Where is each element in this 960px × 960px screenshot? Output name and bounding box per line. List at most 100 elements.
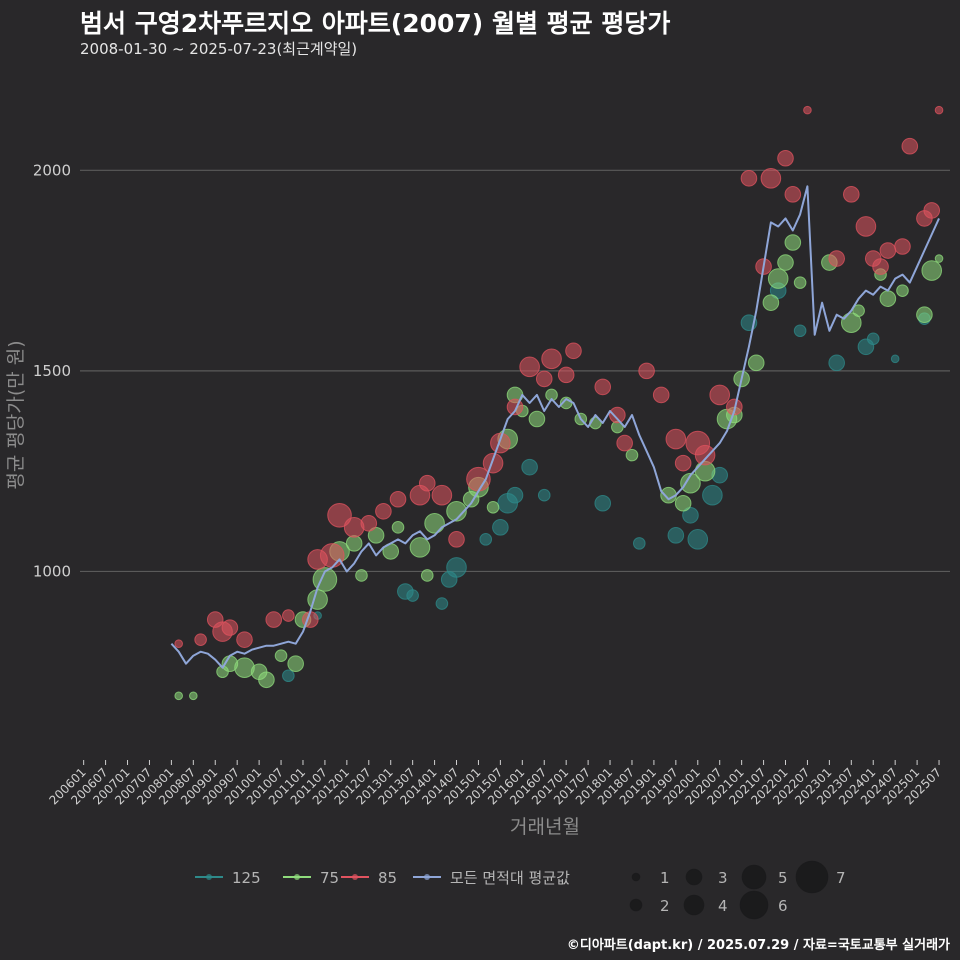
x-axis-title: 거래년월: [510, 816, 580, 838]
legend-size-circle: [629, 898, 643, 912]
data-point-85: [784, 186, 802, 203]
data-point-85: [609, 406, 626, 424]
legend-size-circle: [683, 894, 705, 916]
data-point-85: [709, 384, 731, 406]
average-line: [170, 185, 940, 669]
data-point-75: [841, 312, 862, 334]
data-point-75: [355, 569, 368, 582]
legend-key-dot: [352, 874, 358, 880]
legend-label: 75: [320, 869, 339, 887]
data-point-125: [793, 324, 807, 338]
legend-size-label: 4: [718, 897, 728, 915]
data-point-85: [901, 137, 919, 155]
data-point-125: [282, 669, 295, 683]
y-tick-label: 2000: [33, 161, 71, 179]
data-point-75: [879, 290, 897, 307]
data-point-75: [793, 276, 807, 289]
data-point-75: [409, 537, 431, 558]
data-point-85: [894, 238, 911, 255]
data-point-75: [921, 260, 943, 281]
data-point-85: [843, 186, 860, 203]
legend-size-label: 1: [660, 869, 670, 887]
legend-size-circle: [741, 864, 767, 890]
legend-size-circle: [795, 860, 829, 894]
data-point-75: [446, 500, 467, 522]
data-point-125: [632, 537, 646, 550]
data-point-85: [535, 370, 553, 388]
data-point-75: [625, 448, 639, 462]
data-point-125: [594, 494, 612, 512]
data-point-85: [694, 444, 716, 466]
data-point-85: [519, 356, 540, 378]
legend-label: 125: [232, 869, 261, 887]
legend-label: 모든 면적대 평균값: [450, 869, 570, 887]
data-point-125: [682, 506, 699, 524]
data-point-125: [506, 486, 524, 504]
data-point-75: [287, 655, 304, 673]
data-point-85: [855, 216, 877, 237]
data-point-85: [665, 428, 687, 450]
data-point-125: [687, 529, 709, 550]
data-point-75: [307, 589, 328, 610]
data-point-85: [638, 362, 655, 380]
data-point-85: [828, 250, 845, 267]
data-point-75: [747, 354, 765, 372]
legend-size-label: 2: [660, 897, 670, 915]
data-point-75: [424, 513, 445, 534]
data-point-85: [557, 366, 575, 384]
data-point-85: [375, 502, 392, 520]
chart-title: 범서 구영2차푸르지오 아파트(2007) 월별 평균 평당가: [80, 9, 671, 38]
grid-layer: [80, 169, 950, 573]
legend: 125 75 85 모든 면적대 평균값 1 2 3 4 5 6 7: [195, 860, 846, 920]
data-point-85: [934, 105, 944, 115]
legend-size-circle: [685, 868, 703, 886]
data-point-125: [667, 527, 685, 544]
data-point-85: [652, 386, 670, 404]
data-point-75: [680, 472, 701, 494]
data-point-75: [528, 410, 546, 428]
data-point-75: [934, 254, 944, 263]
chart-subtitle: 2008-01-30 ~ 2025-07-23(최근계약일): [80, 40, 358, 58]
data-point-75: [391, 521, 405, 534]
data-point-125: [828, 354, 845, 372]
data-point-85: [265, 611, 283, 628]
data-point-75: [189, 691, 198, 701]
data-point-85: [740, 170, 758, 187]
data-point-85: [282, 609, 295, 622]
data-point-125: [492, 519, 509, 536]
data-point-75: [486, 500, 500, 514]
y-tick-label: 1500: [33, 362, 71, 380]
data-point-75: [274, 649, 288, 662]
data-point-85: [448, 531, 465, 548]
legend-size-label: 7: [836, 869, 846, 887]
data-point-85: [803, 105, 812, 115]
data-point-85: [194, 633, 207, 646]
data-point-85: [418, 474, 436, 492]
data-point-85: [594, 378, 612, 396]
data-point-75: [916, 306, 933, 324]
data-point-85: [319, 543, 345, 568]
average-layer: [170, 185, 940, 669]
data-point-125: [890, 354, 900, 364]
data-point-85: [431, 484, 453, 506]
data-point-125: [435, 597, 449, 610]
data-point-75: [174, 691, 183, 701]
y-axis-title: 평균 평당가(만 원): [5, 340, 27, 489]
data-point-85: [174, 639, 183, 648]
data-point-85: [565, 342, 582, 360]
data-point-85: [360, 515, 378, 532]
legend-key-dot: [424, 874, 430, 880]
data-point-125: [537, 488, 551, 502]
data-point-125: [866, 332, 880, 346]
data-point-75: [852, 304, 865, 317]
data-point-85: [923, 202, 941, 219]
data-point-75: [784, 234, 802, 251]
data-point-75: [258, 671, 275, 689]
data-point-85: [777, 149, 794, 167]
data-point-85: [490, 432, 511, 454]
data-point-75: [777, 254, 794, 271]
legend-size-circle: [739, 890, 769, 920]
data-point-75: [762, 294, 780, 311]
data-point-85: [221, 619, 239, 636]
